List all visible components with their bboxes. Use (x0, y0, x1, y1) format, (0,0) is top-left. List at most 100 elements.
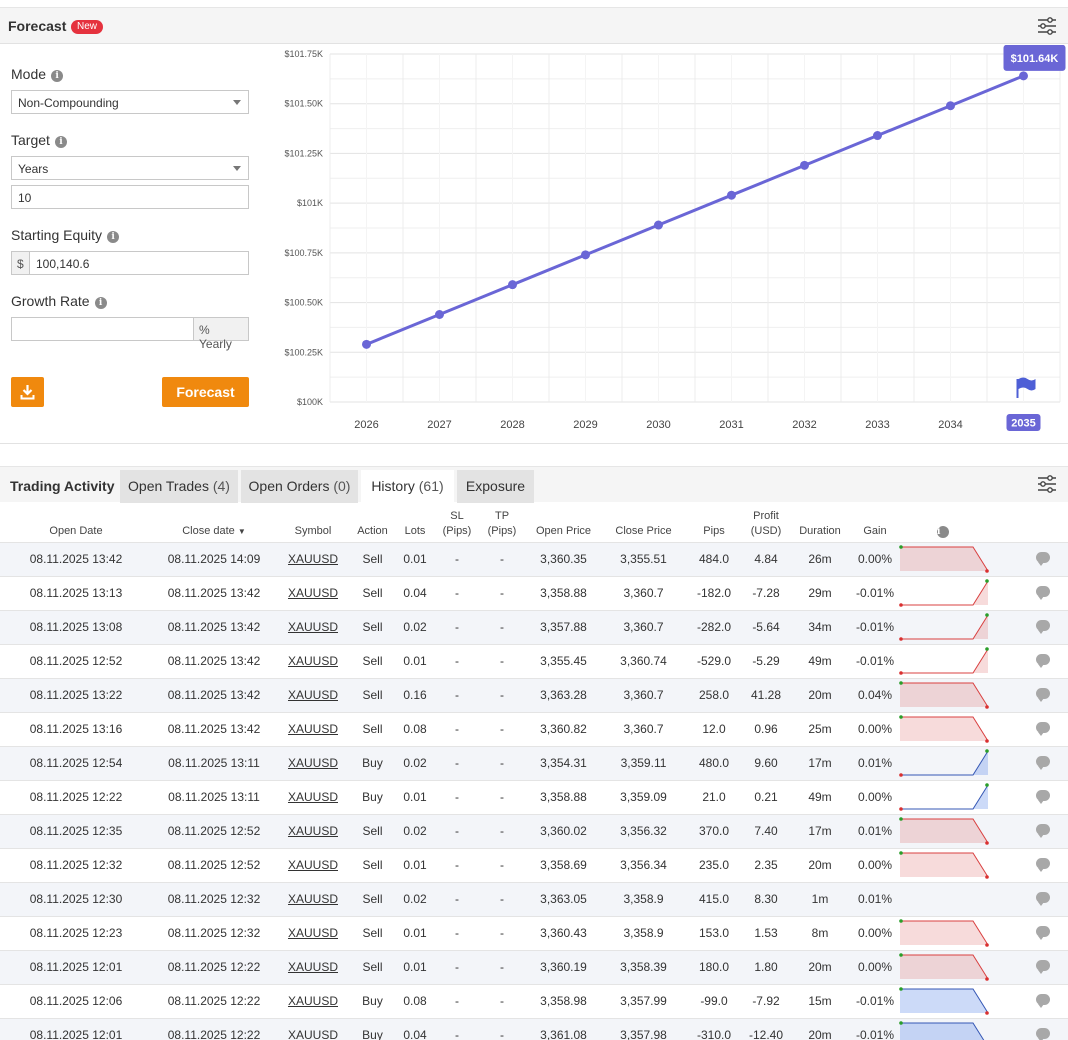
comment-icon[interactable] (1035, 1028, 1050, 1040)
cell-symbol[interactable]: XAUUSD (276, 983, 350, 1018)
info-icon[interactable]: i (937, 525, 949, 538)
col-open-date[interactable]: Open Date (49, 524, 103, 537)
comment-icon[interactable] (1035, 994, 1050, 1008)
cell-symbol[interactable]: XAUUSD (276, 643, 350, 678)
comment-icon[interactable] (1035, 858, 1050, 872)
cell-symbol[interactable]: XAUUSD (276, 915, 350, 950)
starting-equity-input[interactable]: 100,140.6 (29, 251, 249, 275)
y-tick-label: $100.25K (284, 347, 323, 357)
col-open-price[interactable]: Open Price (535, 524, 592, 537)
flag-icon (1016, 377, 1036, 398)
table-row[interactable]: 08.11.2025 13:08 08.11.2025 13:42 XAUUSD Se… (0, 609, 1068, 644)
sparkline-area (900, 785, 988, 809)
info-icon[interactable]: i (107, 231, 120, 243)
table-row[interactable]: 08.11.2025 13:42 08.11.2025 14:09 XAUUSD Se… (0, 541, 1068, 576)
table-row[interactable]: 08.11.2025 12:35 08.11.2025 12:52 XAUUSD Se… (0, 813, 1068, 848)
col-action[interactable]: Action (357, 524, 388, 537)
cell-open-price: 3,360.35 (525, 541, 602, 576)
info-icon[interactable]: i (94, 297, 107, 309)
cell-tp: - (479, 745, 525, 780)
comment-icon[interactable] (1035, 722, 1050, 736)
tab-exposure[interactable]: Exposure (457, 470, 534, 503)
sparkline-start-dot (899, 715, 903, 719)
growth-rate-input[interactable] (11, 317, 194, 341)
info-icon[interactable]: i (51, 70, 64, 82)
cell-symbol[interactable]: XAUUSD (276, 949, 350, 984)
comment-icon[interactable] (1035, 824, 1050, 838)
table-row[interactable]: 08.11.2025 12:01 08.11.2025 12:22 XAUUSD Se… (0, 949, 1068, 984)
comment-icon[interactable] (1035, 586, 1050, 600)
sparkline-area (900, 1023, 984, 1040)
target-unit-select[interactable]: Years (11, 156, 249, 180)
cell-symbol[interactable]: XAUUSD (276, 609, 350, 644)
col-gain[interactable]: Gain (863, 524, 887, 537)
comment-icon[interactable] (1035, 960, 1050, 974)
table-row[interactable]: 08.11.2025 12:22 08.11.2025 13:11 XAUUSD Bu… (0, 779, 1068, 814)
cell-open-date: 08.11.2025 13:22 (0, 677, 152, 712)
comment-icon[interactable] (1035, 892, 1050, 906)
col-close-price[interactable]: Close Price (615, 524, 672, 537)
info-icon[interactable]: i (54, 136, 67, 148)
col-close-date[interactable]: Close date ▼ (182, 524, 246, 537)
col-profit[interactable]: Profit (USD) (750, 509, 782, 537)
table-row[interactable]: 08.11.2025 12:54 08.11.2025 13:11 XAUUSD Bu… (0, 745, 1068, 780)
tab-open-orders[interactable]: Open Orders (0) (241, 470, 358, 503)
comment-icon[interactable] (1035, 620, 1050, 634)
target-input[interactable]: 10 (11, 185, 249, 209)
sliders-icon[interactable] (1036, 473, 1058, 495)
comment-icon[interactable] (1035, 926, 1050, 940)
forecast-button[interactable]: Forecast (162, 377, 249, 407)
download-button[interactable] (11, 377, 44, 407)
cell-duration: 17m (789, 745, 851, 780)
mode-select[interactable]: Non-Compounding (11, 90, 249, 114)
cell-symbol[interactable]: XAUUSD (276, 779, 350, 814)
table-row[interactable]: 08.11.2025 12:06 08.11.2025 12:22 XAUUSD Bu… (0, 983, 1068, 1018)
sliders-icon[interactable] (1036, 15, 1058, 37)
col-tp[interactable]: TP (Pips) (487, 509, 517, 537)
sparkline-start-dot (899, 817, 903, 821)
cell-symbol[interactable]: XAUUSD (276, 575, 350, 610)
cell-profit: -5.29 (743, 643, 789, 678)
table-row[interactable]: 08.11.2025 12:32 08.11.2025 12:52 XAUUSD Se… (0, 847, 1068, 882)
cell-action: Sell (350, 949, 395, 984)
cell-symbol[interactable]: XAUUSD (276, 745, 350, 780)
cell-trade-chart (899, 677, 989, 712)
cell-symbol[interactable]: XAUUSD (276, 541, 350, 576)
table-row[interactable]: 08.11.2025 13:22 08.11.2025 13:42 XAUUSD Se… (0, 677, 1068, 712)
table-row[interactable]: 08.11.2025 12:52 08.11.2025 13:42 XAUUSD Se… (0, 643, 1068, 678)
cell-lots: 0.01 (395, 949, 435, 984)
table-row[interactable]: 08.11.2025 12:23 08.11.2025 12:32 XAUUSD Se… (0, 915, 1068, 950)
cell-pips: 415.0 (685, 881, 743, 916)
table-row[interactable]: 08.11.2025 12:30 08.11.2025 12:32 XAUUSD Se… (0, 881, 1068, 916)
table-row[interactable]: 08.11.2025 13:16 08.11.2025 13:42 XAUUSD Se… (0, 711, 1068, 746)
comment-icon[interactable] (1035, 688, 1050, 702)
starting-equity-value: 100,140.6 (36, 257, 90, 271)
table-row[interactable]: 08.11.2025 13:13 08.11.2025 13:42 XAUUSD Se… (0, 575, 1068, 610)
cell-gain: 0.01% (851, 881, 899, 916)
col-symbol[interactable]: Symbol (294, 524, 332, 537)
comment-icon[interactable] (1035, 552, 1050, 566)
cell-symbol[interactable]: XAUUSD (276, 813, 350, 848)
tab-history[interactable]: History (61) (361, 470, 454, 503)
sparkline-start-dot (899, 919, 903, 923)
cell-symbol[interactable]: XAUUSD (276, 1017, 350, 1040)
data-point (581, 250, 590, 260)
cell-gain: 0.00% (851, 949, 899, 984)
col-pips[interactable]: Pips (703, 524, 725, 537)
y-tick-label: $101.50K (284, 99, 323, 109)
cell-symbol[interactable]: XAUUSD (276, 881, 350, 916)
cell-symbol[interactable]: XAUUSD (276, 677, 350, 712)
comment-icon[interactable] (1035, 790, 1050, 804)
cell-symbol[interactable]: XAUUSD (276, 711, 350, 746)
col-duration[interactable]: Duration (799, 524, 841, 537)
cell-symbol[interactable]: XAUUSD (276, 847, 350, 882)
col-sl[interactable]: SL (Pips) (442, 509, 472, 537)
comment-icon[interactable] (1035, 756, 1050, 770)
comment-icon[interactable] (1035, 654, 1050, 668)
cell-action: Buy (350, 983, 395, 1018)
table-row[interactable]: 08.11.2025 12:01 08.11.2025 12:22 XAUUSD Bu… (0, 1017, 1068, 1040)
tab-open-trades[interactable]: Open Trades (4) (120, 470, 238, 503)
cell-gain: 0.00% (851, 711, 899, 746)
cell-trade-chart (899, 575, 989, 610)
col-lots[interactable]: Lots (404, 524, 426, 537)
